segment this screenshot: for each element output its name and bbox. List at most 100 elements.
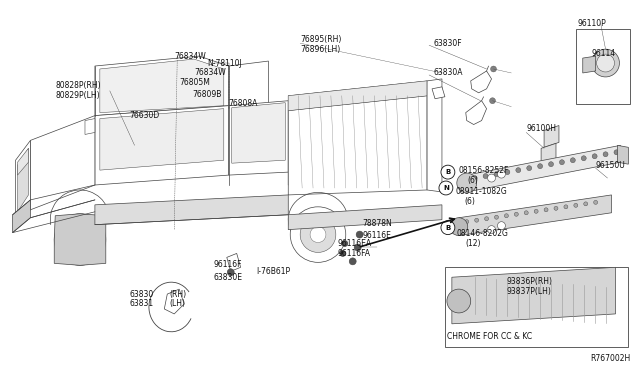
Polygon shape: [459, 195, 611, 235]
Text: 80829P(LH): 80829P(LH): [55, 91, 100, 100]
Circle shape: [290, 207, 346, 262]
Circle shape: [505, 170, 510, 174]
Circle shape: [54, 214, 106, 265]
Circle shape: [538, 164, 543, 169]
Circle shape: [490, 66, 497, 72]
Circle shape: [300, 217, 336, 253]
Circle shape: [494, 171, 499, 177]
Circle shape: [465, 220, 468, 224]
Text: (LH): (LH): [169, 299, 185, 308]
Text: 63830E: 63830E: [214, 273, 243, 282]
Polygon shape: [228, 101, 288, 175]
Text: 08156-8252F: 08156-8252F: [459, 166, 509, 174]
Text: 63830: 63830: [129, 289, 154, 299]
Text: (6): (6): [465, 198, 476, 206]
Text: 76834W: 76834W: [194, 68, 226, 77]
Circle shape: [497, 170, 506, 178]
Polygon shape: [54, 214, 106, 265]
Text: 96116F: 96116F: [214, 260, 243, 269]
Polygon shape: [85, 119, 95, 134]
Polygon shape: [17, 148, 28, 212]
Circle shape: [548, 162, 554, 167]
Polygon shape: [618, 145, 628, 164]
Circle shape: [483, 174, 488, 179]
Polygon shape: [452, 267, 616, 324]
Polygon shape: [164, 289, 184, 314]
Text: 63831: 63831: [129, 299, 154, 308]
Polygon shape: [289, 99, 315, 135]
Circle shape: [447, 289, 470, 313]
Text: 96110P: 96110P: [578, 19, 607, 28]
Polygon shape: [427, 79, 442, 192]
Text: 93837P(LH): 93837P(LH): [506, 286, 551, 296]
Text: R767002H: R767002H: [591, 354, 631, 363]
Text: 96100H: 96100H: [526, 124, 556, 133]
Text: 96116E: 96116E: [363, 231, 392, 240]
Polygon shape: [288, 205, 442, 230]
Text: 96116FA: 96116FA: [338, 249, 371, 258]
Polygon shape: [466, 101, 486, 125]
Polygon shape: [288, 81, 427, 110]
Polygon shape: [95, 106, 228, 185]
Polygon shape: [17, 148, 28, 175]
Text: 96116EA: 96116EA: [338, 239, 372, 248]
Text: CHROME FOR CC & KC: CHROME FOR CC & KC: [447, 332, 532, 341]
Circle shape: [356, 231, 363, 238]
Text: 76805M: 76805M: [179, 78, 210, 87]
Bar: [576, 29, 630, 104]
Polygon shape: [100, 59, 224, 113]
Circle shape: [559, 160, 564, 165]
Text: 76834W: 76834W: [174, 52, 206, 61]
Circle shape: [497, 222, 506, 230]
Circle shape: [450, 218, 468, 235]
Polygon shape: [228, 61, 268, 106]
Circle shape: [342, 241, 348, 247]
Text: N-78110J: N-78110J: [207, 58, 242, 68]
Bar: [445, 267, 628, 347]
Text: B: B: [445, 225, 451, 231]
Text: 93836P(RH): 93836P(RH): [506, 277, 552, 286]
Text: (12): (12): [466, 239, 481, 248]
Circle shape: [527, 166, 532, 171]
Circle shape: [554, 206, 558, 210]
Polygon shape: [583, 56, 596, 73]
Circle shape: [603, 152, 608, 157]
Circle shape: [490, 98, 495, 104]
Circle shape: [581, 156, 586, 161]
Polygon shape: [100, 109, 224, 170]
Text: B: B: [445, 169, 451, 175]
Circle shape: [354, 244, 361, 251]
Text: 76808A: 76808A: [228, 99, 258, 108]
Text: (RH): (RH): [169, 289, 186, 299]
Text: 76630D: 76630D: [129, 111, 160, 120]
Circle shape: [340, 250, 346, 256]
Circle shape: [544, 208, 548, 212]
Text: 76809B: 76809B: [192, 90, 221, 99]
Text: 08911-1082G: 08911-1082G: [456, 187, 508, 196]
Text: N: N: [443, 185, 449, 191]
Circle shape: [457, 173, 477, 193]
Circle shape: [534, 209, 538, 213]
Polygon shape: [227, 253, 241, 271]
Text: 78878N: 78878N: [363, 219, 392, 228]
Polygon shape: [31, 116, 95, 210]
Circle shape: [591, 49, 620, 77]
Polygon shape: [288, 96, 318, 185]
Circle shape: [574, 203, 578, 207]
Circle shape: [614, 150, 619, 155]
Polygon shape: [470, 71, 492, 93]
Circle shape: [227, 269, 234, 276]
Circle shape: [349, 258, 356, 265]
Circle shape: [596, 54, 614, 72]
Circle shape: [488, 174, 495, 182]
Polygon shape: [95, 195, 288, 225]
Text: 96114: 96114: [591, 49, 616, 58]
Circle shape: [524, 211, 528, 215]
Polygon shape: [288, 81, 427, 110]
Text: (6): (6): [468, 176, 479, 185]
Text: I-76B61P: I-76B61P: [257, 267, 291, 276]
Text: 76895(RH): 76895(RH): [300, 35, 342, 44]
Text: 80828P(RH): 80828P(RH): [55, 81, 101, 90]
Circle shape: [515, 212, 518, 216]
Text: 63830F: 63830F: [433, 39, 461, 48]
